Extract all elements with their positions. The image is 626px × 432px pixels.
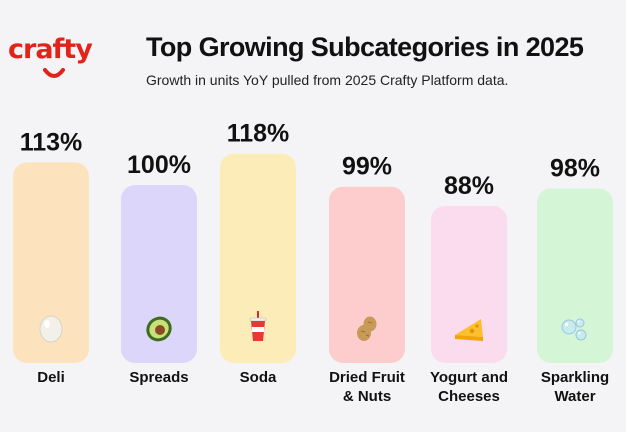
value-label: 113% [20,128,83,156]
bar-group: 100% Spreads [121,151,197,386]
egg-icon [39,315,63,343]
bar-group: 88% Yogurt and Cheeses [430,172,508,405]
value-label: 100% [127,151,191,179]
avocado-icon [146,316,172,342]
category-label: Deli [37,369,65,386]
peanut-icon [357,316,377,341]
page-title: Top Growing Subcategories in 2025 [146,32,584,62]
value-label: 88% [444,172,494,200]
value-label: 99% [342,153,392,181]
bar-group: 99% Dried Fruit & Nuts [329,153,405,405]
page-subtitle: Growth in units YoY pulled from 2025 Cra… [146,72,509,88]
logo-smile-icon [43,68,65,78]
value-label: 118% [227,120,290,148]
bar [431,205,507,363]
cheese-icon [455,319,483,341]
category-label: Sparkling Water [541,369,609,405]
bar [220,153,296,363]
bar [329,186,405,363]
category-label: Yogurt and Cheeses [430,369,508,405]
category-label: Spreads [129,369,188,386]
bubbles-icon [561,318,587,341]
soda-cup-icon [249,311,267,341]
value-label: 98% [550,154,600,182]
bar-group: 118% Soda [220,120,296,386]
category-label: Dried Fruit & Nuts [329,369,405,405]
category-label: Soda [240,369,277,386]
bar-group: 113% Deli [13,128,89,386]
bar [537,188,613,363]
crafty-logo: crafty [8,34,93,65]
bar [121,185,197,363]
bar [13,162,89,363]
bar-group: 98% Sparkling Water [537,154,613,405]
